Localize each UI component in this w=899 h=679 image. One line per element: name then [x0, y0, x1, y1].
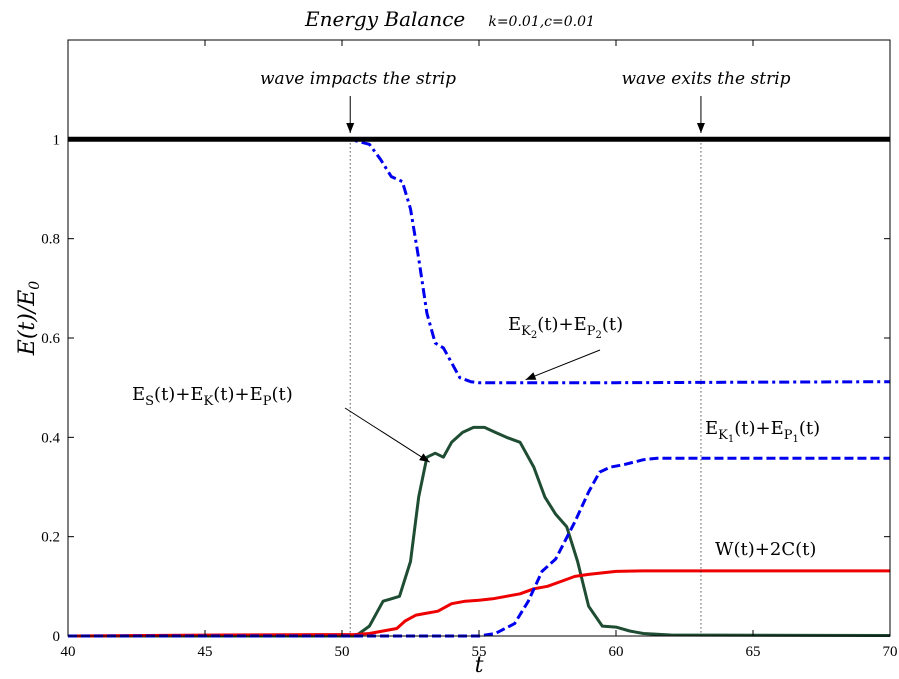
label-transmitted-energy: EK1(t)+EP1(t) — [705, 418, 820, 445]
series-line-reflected — [68, 137, 891, 385]
guide-marks — [344, 96, 705, 636]
y-tick-label: 0.6 — [41, 331, 60, 347]
annotation-arrow-1-head — [696, 123, 705, 133]
y-tick-label: 0.2 — [41, 530, 60, 546]
y-tick-label: 0.4 — [41, 430, 60, 446]
label-strip-energy: ES(t)+EK(t)+EP(t) — [132, 384, 293, 409]
x-tick-label: 50 — [335, 644, 350, 660]
label-reflected-energy: EK2(t)+EP2(t) — [508, 314, 623, 341]
x-axis-label: t — [475, 653, 484, 678]
pointer-strip-head — [419, 453, 430, 463]
axis-ticks: 40 45 50 55 60 65 70 0 0.2 0.4 0.6 0.8 1 — [41, 40, 898, 660]
y-tick-label: 1 — [53, 132, 61, 148]
x-tick-label: 45 — [198, 644, 213, 660]
annotation-arrow-1 — [696, 96, 705, 133]
series-line-work — [67, 569, 890, 638]
chart-title: Energy Balance k=0.01,c=0.01 — [304, 7, 595, 31]
annotation-arrow-0-head — [346, 123, 355, 133]
x-tick-label: 40 — [61, 644, 76, 660]
pointer-reflected-shaft — [525, 349, 601, 381]
annotation-exit: wave exits the strip — [621, 69, 790, 89]
series-lines — [67, 136, 891, 638]
annotation-impact: wave impacts the strip — [260, 69, 456, 89]
pointer-reflected-head — [525, 372, 537, 380]
y-axis-label: E(t)/E0 — [15, 281, 43, 357]
pointer-strip — [344, 407, 430, 463]
plot-frame — [67, 39, 891, 637]
x-tick-label: 70 — [883, 644, 898, 660]
x-tick-label: 65 — [746, 644, 761, 660]
y-tick-label: 0 — [53, 629, 61, 645]
pointer-strip-shaft — [344, 407, 430, 463]
annotation-arrow-0 — [346, 96, 355, 133]
y-tick-label: 0.8 — [41, 232, 60, 248]
x-tick-label: 55 — [472, 644, 487, 660]
series-line-strip — [68, 425, 891, 638]
label-work-energy: W(t)+2C(t) — [715, 539, 816, 560]
series-line-transmitted — [68, 456, 890, 638]
pointer-reflected — [525, 349, 601, 381]
x-tick-label: 60 — [609, 644, 624, 660]
